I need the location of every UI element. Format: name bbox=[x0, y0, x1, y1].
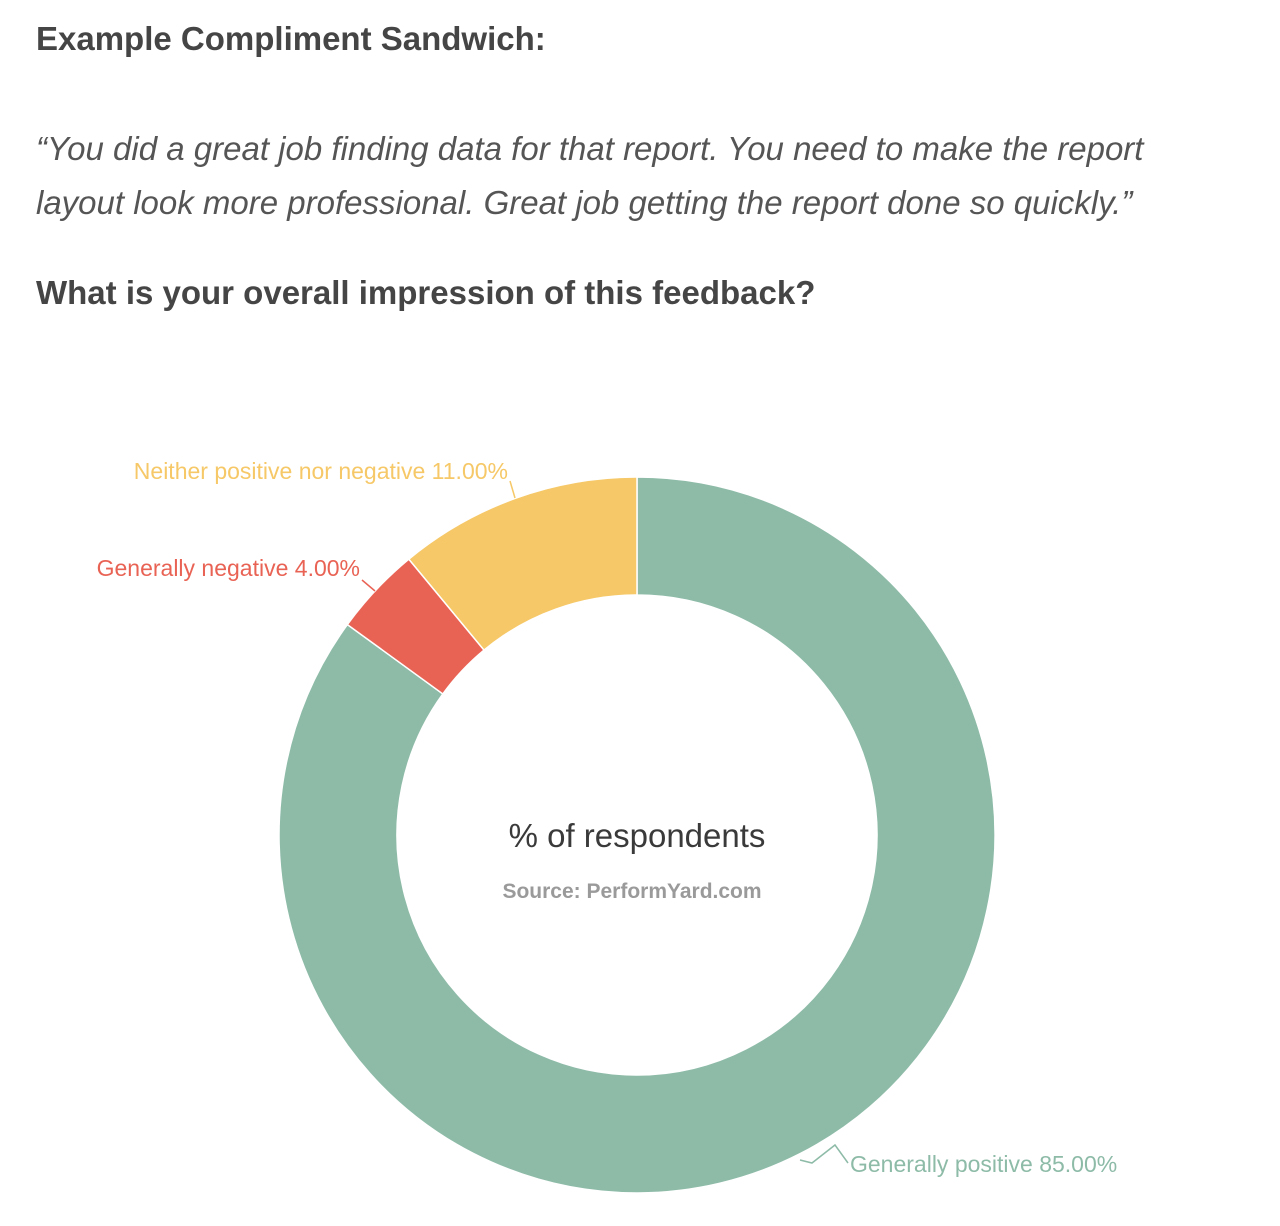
leader-line bbox=[361, 579, 376, 592]
donut-slices bbox=[278, 476, 996, 1194]
slice-label: Neither positive nor negative 11.00% bbox=[134, 458, 508, 484]
leader-line bbox=[799, 1143, 849, 1164]
feedback-quote: “You did a great job finding data for th… bbox=[36, 122, 1256, 230]
slice-neither-positive-nor-negative bbox=[407, 476, 638, 652]
slice-label: Generally positive 85.00% bbox=[850, 1151, 1117, 1177]
chart-title: % of respondents bbox=[509, 817, 766, 854]
slice-labels: Generally positive 85.00% Generally negat… bbox=[97, 458, 1118, 1177]
slice-label: Generally negative 4.00% bbox=[97, 555, 360, 581]
intro-heading: Example Compliment Sandwich: bbox=[36, 20, 546, 57]
question-heading: What is your overall impression of this … bbox=[36, 274, 816, 311]
quote-line: “You did a great job finding data for th… bbox=[36, 130, 1144, 167]
slice-generally-positive bbox=[278, 476, 996, 1194]
quote-line: layout look more professional. Great job… bbox=[36, 184, 1133, 221]
label-leaders bbox=[361, 480, 849, 1164]
leader-line bbox=[509, 480, 516, 499]
chart-subtitle: Source: PerformYard.com bbox=[502, 880, 761, 903]
